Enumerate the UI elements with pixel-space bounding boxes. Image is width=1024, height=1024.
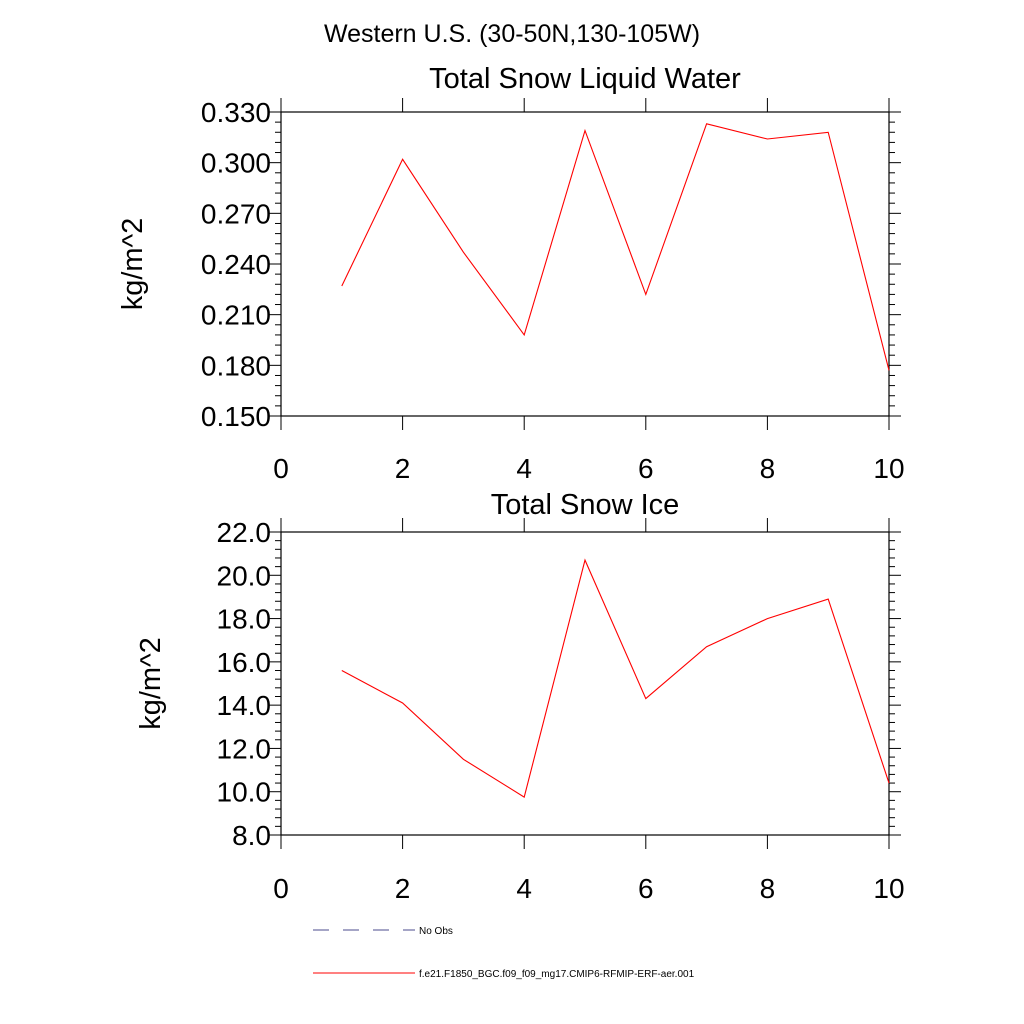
data-point: [706, 646, 708, 648]
data-point: [584, 130, 586, 132]
x-tick-label: 0: [273, 873, 289, 904]
data-point: [645, 698, 647, 700]
data-point: [463, 251, 465, 253]
x-tick-label: 4: [516, 873, 532, 904]
y-tick-label: 18.0: [217, 604, 272, 635]
y-tick-label: 0.330: [201, 97, 271, 128]
y-axis-label: kg/m^2: [135, 637, 167, 730]
data-point: [706, 123, 708, 125]
data-point: [341, 285, 343, 287]
series-line: [341, 558, 890, 798]
data-point: [584, 559, 586, 561]
y-tick-label: 0.150: [201, 401, 271, 432]
x-tick-label: 2: [395, 873, 411, 904]
x-tick-label: 2: [395, 453, 411, 484]
panel-total-snow-liquid-water: Total Snow Liquid Water kg/m^2 0.150 0.180 0…: [117, 63, 905, 484]
data-point: [888, 370, 890, 372]
y-tick-label: 22.0: [217, 517, 272, 548]
y-axis-label: kg/m^2: [117, 218, 149, 311]
data-point: [341, 670, 343, 672]
y-tick-label: 10.0: [217, 777, 272, 808]
x-tick-label: 4: [516, 453, 532, 484]
data-point: [767, 138, 769, 140]
figure-title: Western U.S. (30-50N,130-105W): [324, 20, 700, 48]
y-tick-label: 0.270: [201, 198, 271, 229]
y-tick-label: 0.180: [201, 350, 271, 381]
data-point: [463, 758, 465, 760]
chart-title: Total Snow Liquid Water: [429, 63, 741, 95]
y-tick-label: 14.0: [217, 690, 272, 721]
data-point: [827, 598, 829, 600]
data-point: [888, 782, 890, 784]
chart-title: Total Snow Ice: [491, 489, 680, 521]
plot-frame: [280, 531, 890, 836]
x-tick-label: 10: [873, 873, 904, 904]
x-tick-label: 8: [760, 453, 776, 484]
data-point: [402, 702, 404, 704]
data-point: [402, 158, 404, 160]
legend-label: f.e21.F1850_BGC.f09_f09_mg17.CMIP6-RFMIP…: [419, 969, 695, 980]
x-tick-label: 6: [638, 453, 654, 484]
data-point: [827, 131, 829, 133]
y-tick-label: 0.240: [201, 249, 271, 280]
series-line: [341, 123, 890, 371]
y-tick-label: 0.210: [201, 300, 271, 331]
x-tick-label: 6: [638, 873, 654, 904]
legend: No Obs f.e21.F1850_BGC.f09_f09_mg17.CMIP6…: [313, 926, 695, 980]
x-tick-label: 8: [760, 873, 776, 904]
legend-label: No Obs: [419, 926, 453, 937]
data-point: [523, 334, 525, 336]
panel-total-snow-ice: Total Snow Ice kg/m^2 8.0 10.0 12.0 14.0 16.0 1…: [135, 489, 905, 904]
y-tick-label: 8.0: [232, 820, 271, 851]
y-tick-label: 16.0: [217, 647, 272, 678]
x-tick-label: 10: [873, 453, 904, 484]
data-point: [645, 294, 647, 296]
plot-frame: [280, 111, 890, 417]
x-tick-label: 0: [273, 453, 289, 484]
y-tick-label: 0.300: [201, 148, 271, 179]
data-point: [767, 618, 769, 620]
y-tick-label: 12.0: [217, 733, 272, 764]
y-tick-label: 20.0: [217, 560, 272, 591]
data-point: [523, 796, 525, 798]
